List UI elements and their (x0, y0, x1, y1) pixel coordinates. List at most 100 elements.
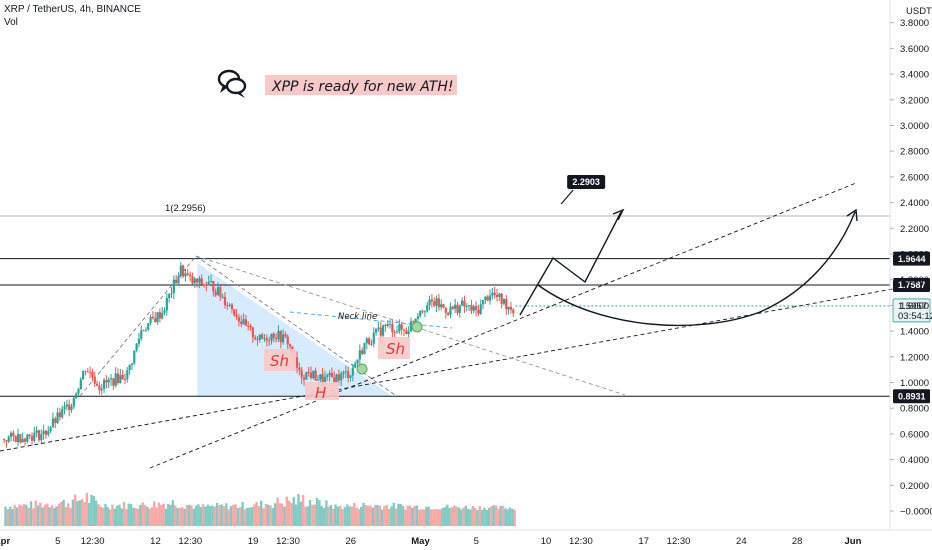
candle-body (142, 330, 145, 332)
candle-body (230, 304, 234, 310)
volume-bar (243, 509, 247, 526)
headline-highlight (265, 75, 457, 95)
volume-bar (11, 509, 14, 526)
volume-bar (139, 505, 142, 526)
candle-body (254, 337, 257, 340)
candle-body (221, 296, 224, 298)
candle-body (295, 357, 299, 368)
volume-bar (108, 509, 112, 526)
volume-bar (387, 508, 391, 526)
volume-bar (504, 508, 507, 526)
level-tag (893, 278, 930, 293)
candle-body (421, 310, 424, 312)
candle-body (370, 343, 373, 345)
y-tick-label: 3.4000 (900, 70, 929, 81)
candle-body (186, 273, 189, 275)
volume-bar (420, 509, 423, 526)
neck-line-label: Neck line (338, 312, 377, 322)
volume-bar (197, 504, 200, 526)
volume-bar (397, 503, 400, 526)
volume-bar (125, 509, 128, 526)
candle-body (419, 310, 422, 317)
volume-bar (178, 507, 182, 526)
candle-body (323, 376, 327, 384)
volume-bar (267, 504, 270, 526)
candle-body (21, 438, 24, 443)
volume-bar (194, 505, 198, 526)
candle-body (281, 334, 285, 343)
volume-bars (4, 492, 516, 526)
candle-body (151, 316, 154, 319)
candle-body (79, 379, 82, 390)
volume-bar (276, 497, 279, 526)
candle-body (495, 294, 499, 297)
volume-bar (422, 509, 426, 526)
candle-body (184, 273, 187, 277)
x-tick-label: 12:30 (81, 536, 105, 547)
target-callout-label: 2.2903 (572, 177, 600, 187)
volume-bar (485, 509, 488, 526)
candle-body (37, 430, 41, 441)
candle-body (270, 333, 273, 341)
volume-bar (13, 505, 16, 526)
volume-bar (473, 507, 477, 526)
candle-body (40, 434, 43, 441)
volume-bar (411, 507, 414, 526)
candle-body (449, 306, 452, 315)
candle-body (309, 372, 313, 379)
x-tick-label: 19 (248, 536, 259, 547)
candle-body (47, 431, 50, 435)
volume-bar (308, 500, 312, 526)
volume-bar (290, 503, 293, 526)
volume-bar (122, 502, 126, 526)
volume-bar (499, 505, 502, 526)
candle-body (284, 334, 287, 337)
volume-bar (478, 506, 481, 526)
candle-body (456, 304, 459, 313)
volume-bar (48, 507, 51, 526)
volume-bar (415, 505, 419, 526)
candle-body (72, 397, 75, 407)
volume-bar (508, 507, 512, 526)
candle-body (298, 367, 301, 371)
projection-zigzag (519, 211, 622, 316)
candle-body (330, 373, 334, 378)
volume-bar (366, 505, 370, 526)
candle-body (486, 296, 489, 301)
candle-body (233, 309, 236, 316)
level-tag-text: 1.9644 (898, 254, 926, 264)
volume-bar (441, 508, 444, 526)
candle-body (263, 338, 266, 340)
volume-bar (225, 503, 228, 526)
volume-bar (92, 496, 96, 526)
candle-body (177, 276, 180, 284)
candle-body (126, 370, 129, 380)
countdown-value: 03:54:12 (898, 311, 932, 322)
candle-body (226, 305, 229, 307)
candle-body (391, 323, 394, 333)
candle-body (372, 332, 375, 344)
volume-bar (87, 502, 91, 526)
volume-bar (329, 505, 333, 526)
volume-bar (304, 506, 307, 526)
candle-body (63, 406, 66, 410)
candle-body (30, 435, 34, 441)
volume-bar (106, 507, 109, 526)
volume-bar (264, 504, 268, 526)
volume-bar (490, 506, 493, 526)
trend-drawings (0, 182, 899, 469)
candle-body (444, 307, 447, 313)
candle-body (14, 436, 17, 443)
candle-body (491, 292, 494, 296)
candle-body (84, 371, 87, 373)
headline-text: XPP is ready for new ATH! (271, 79, 453, 95)
candle-body (512, 309, 515, 314)
candle-body (361, 350, 364, 355)
candle-body (316, 379, 320, 381)
candle-body (175, 279, 178, 284)
volume-bar (448, 507, 451, 526)
candle-body (398, 324, 401, 332)
x-tick-label: 26 (345, 536, 356, 547)
